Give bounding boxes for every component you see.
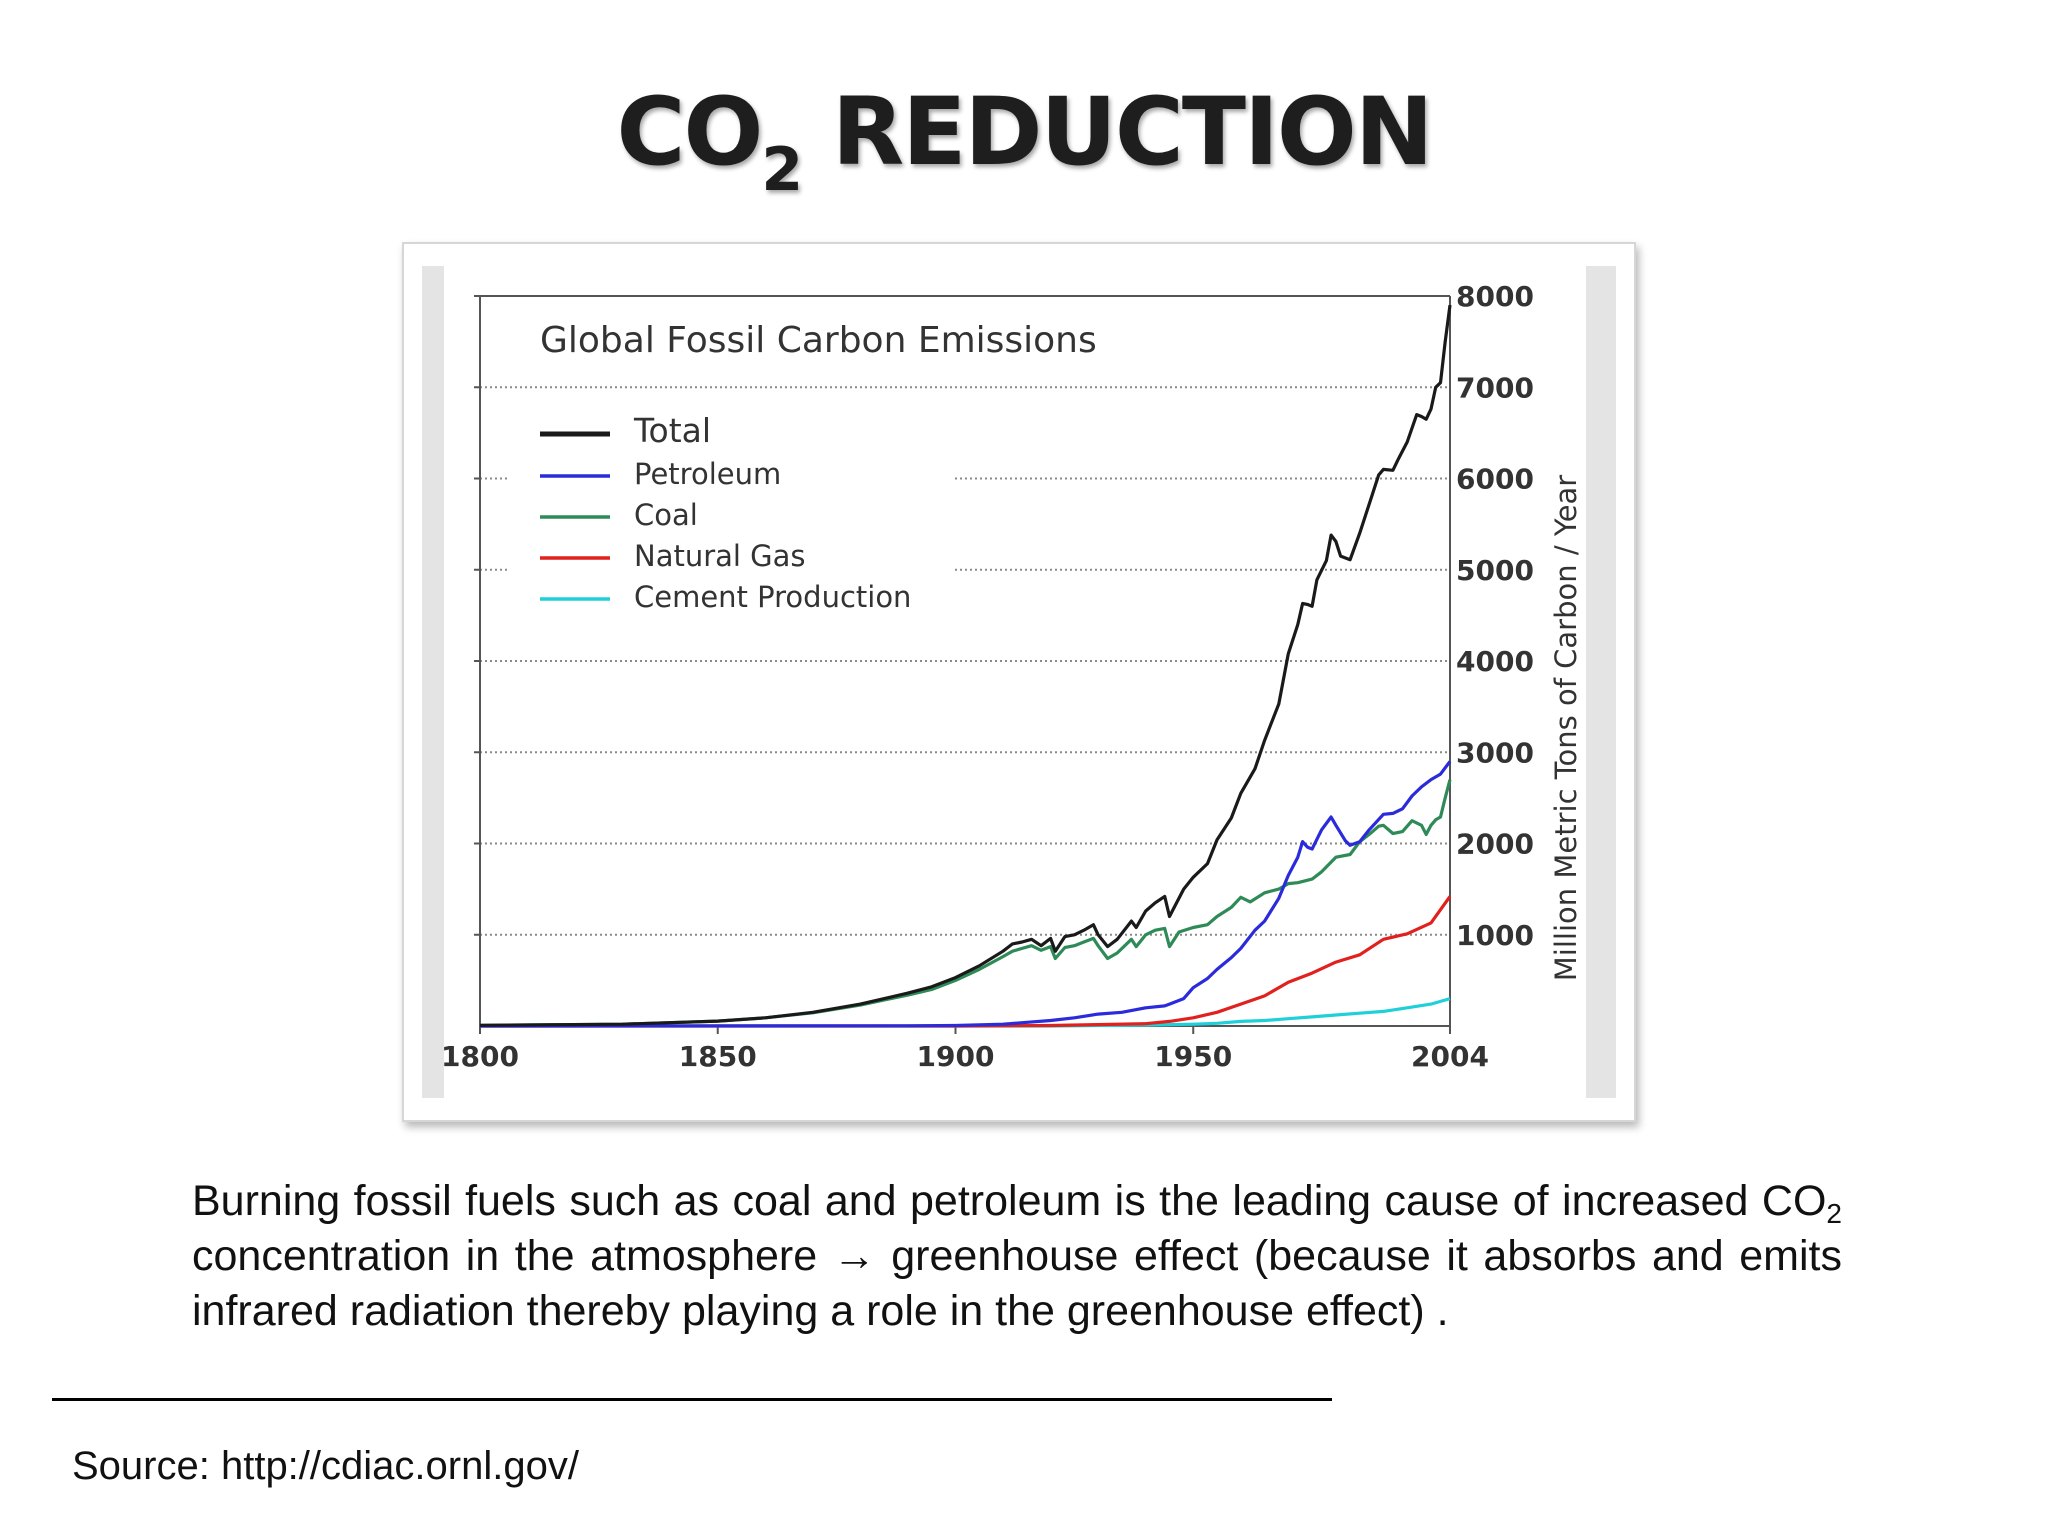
- y-tick-label: 3000: [1456, 736, 1534, 769]
- legend: Total Petroleum Coal Natural Gas Cement Prod…: [508, 402, 952, 624]
- chart-frame: 1000 2000 3000 4000 5000 6000 7000 8000 1800 1850…: [402, 242, 1636, 1122]
- legend-label: Total: [633, 411, 711, 450]
- chart-title: Global Fossil Carbon Emissions: [540, 320, 1097, 361]
- series-line-cement-production: [480, 997, 1451, 1028]
- y-tick-label: 8000: [1456, 280, 1534, 313]
- chart-frame-left-strip: [422, 266, 444, 1098]
- x-tick-label: 1850: [679, 1040, 757, 1073]
- caption-subscript: 2: [1826, 1198, 1842, 1229]
- grid-layer: [480, 386, 1450, 936]
- source-citation: Source: http://cdiac.ornl.gov/: [72, 1444, 579, 1488]
- legend-background: [508, 402, 952, 624]
- footnote-divider: [52, 1398, 1332, 1401]
- y-tick-label: 7000: [1456, 371, 1534, 404]
- legend-label: Coal: [634, 498, 698, 532]
- y-tick-label: 5000: [1456, 554, 1534, 587]
- caption-part1: Burning fossil fuels such as coal and pe…: [192, 1177, 1827, 1225]
- legend-label: Natural Gas: [634, 539, 806, 573]
- series-layer: [479, 304, 1452, 1028]
- series-line-natural-gas: [480, 895, 1452, 1028]
- title-main: CO: [616, 78, 764, 187]
- y-tick-label: 2000: [1456, 828, 1534, 861]
- legend-label: Petroleum: [634, 457, 781, 491]
- legend-label: Cement Production: [634, 580, 911, 614]
- chart-frame-right-strip: [1586, 266, 1616, 1098]
- y-tick-label: 6000: [1456, 463, 1534, 496]
- caption-text: Burning fossil fuels such as coal and pe…: [192, 1174, 1842, 1339]
- emissions-chart: 1000 2000 3000 4000 5000 6000 7000 8000 1800 1850…: [422, 266, 1616, 1098]
- series-line-petroleum: [479, 760, 1452, 1028]
- x-tick-label: 1950: [1154, 1040, 1232, 1073]
- slide-title: CO2 REDUCTION: [0, 78, 2048, 205]
- label-layer: 1000 2000 3000 4000 5000 6000 7000 8000 1800 1850…: [441, 280, 1534, 1073]
- y-tick-label: 4000: [1456, 645, 1534, 678]
- x-tick-label: 2004: [1411, 1040, 1489, 1073]
- series-line-total: [479, 304, 1452, 1027]
- title-subscript: 2: [761, 135, 803, 205]
- title-rest: REDUCTION: [801, 78, 1434, 187]
- series-line-coal: [479, 779, 1452, 1027]
- x-tick-label: 1900: [917, 1040, 995, 1073]
- y-axis-label: Million Metric Tons of Carbon / Year: [1549, 475, 1583, 982]
- caption-part2: concentration in the atmosphere → greenh…: [192, 1232, 1842, 1335]
- y-tick-label: 1000: [1456, 919, 1534, 952]
- x-tick-label: 1800: [441, 1040, 519, 1073]
